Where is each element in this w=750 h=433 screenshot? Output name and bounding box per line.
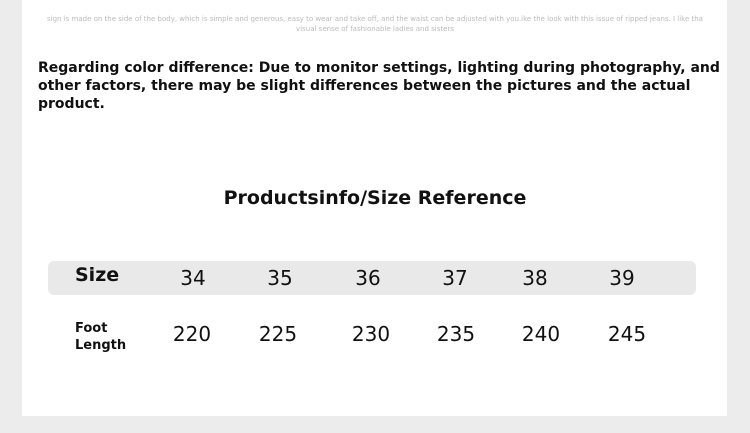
foot-length-label: Foot Length xyxy=(75,321,127,353)
foot-length-cell: 245 xyxy=(607,322,647,346)
size-cell: 34 xyxy=(180,266,206,290)
content-card xyxy=(22,0,727,416)
section-title: Productsinfo/Size Reference xyxy=(223,187,527,209)
size-cell: 39 xyxy=(609,266,635,290)
foot-length-cell: 220 xyxy=(172,322,212,346)
size-row-band xyxy=(48,261,696,295)
foot-length-cell: 230 xyxy=(351,322,391,346)
size-cell: 35 xyxy=(267,266,293,290)
foot-length-cell: 240 xyxy=(521,322,561,346)
size-label: Size xyxy=(75,264,120,286)
size-cell: 38 xyxy=(522,266,548,290)
color-difference-note: Regarding color difference: Due to monit… xyxy=(38,60,720,112)
product-description: sign is made on the side of the body, wh… xyxy=(47,15,703,33)
size-cell: 36 xyxy=(355,266,381,290)
foot-length-cell: 225 xyxy=(258,322,298,346)
foot-length-cell: 235 xyxy=(436,322,476,346)
size-cell: 37 xyxy=(442,266,468,290)
